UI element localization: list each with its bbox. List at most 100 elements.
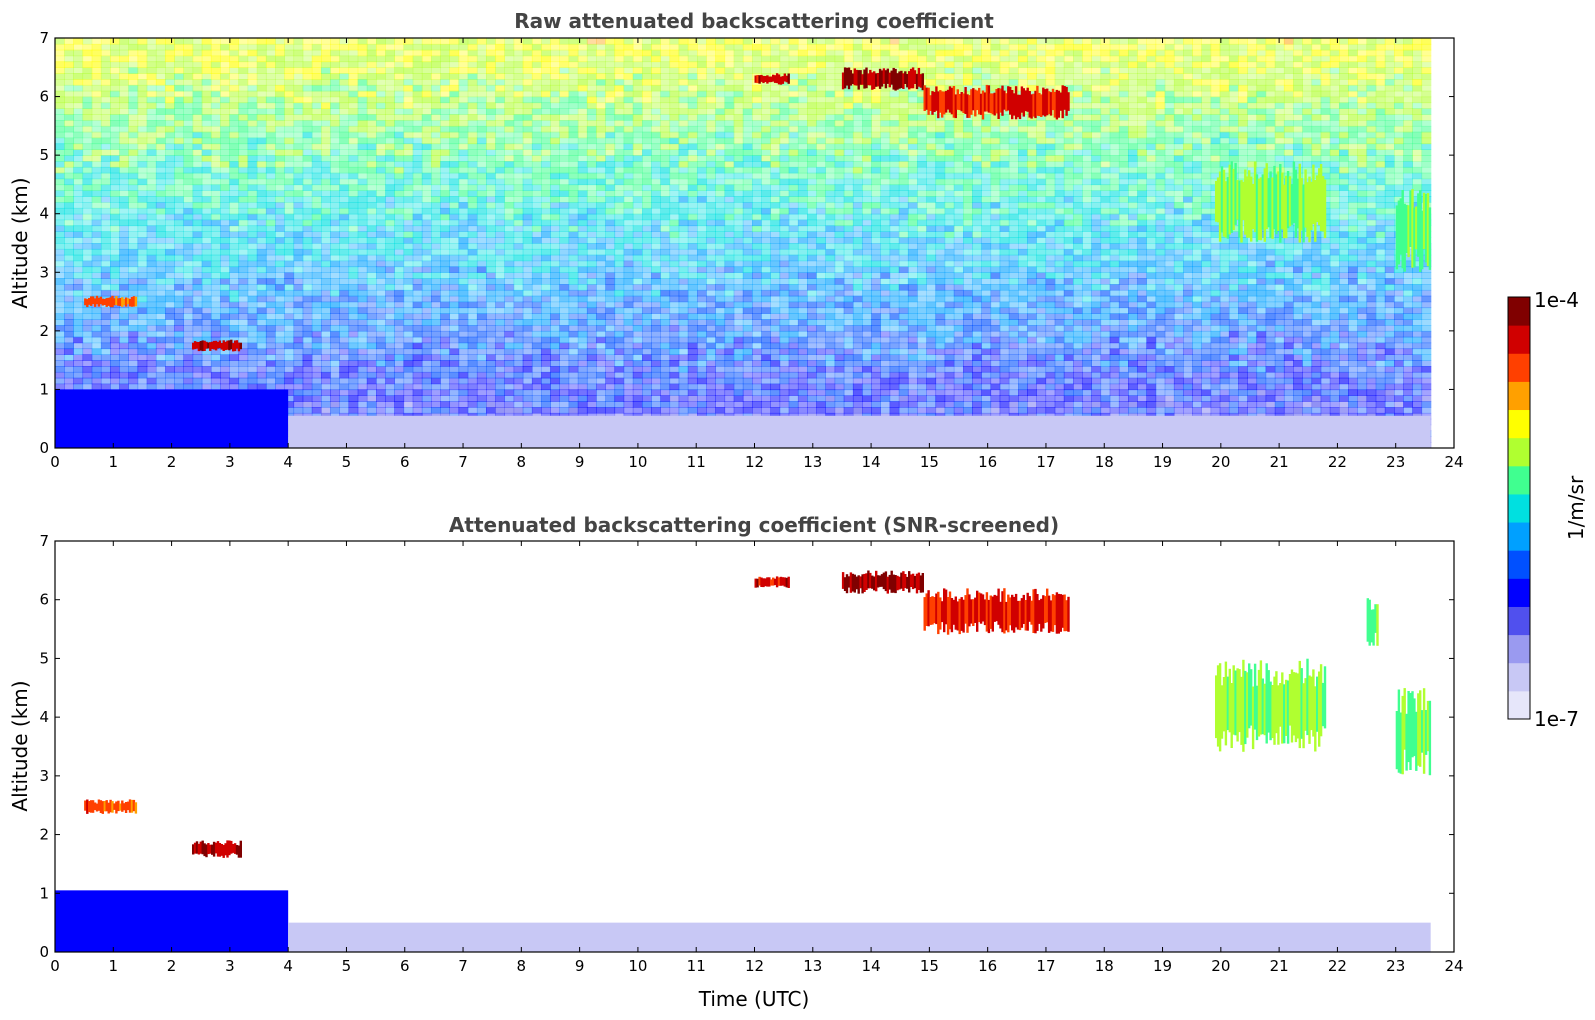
noise-cell <box>660 377 671 385</box>
noise-cell <box>220 295 230 303</box>
noise-cell <box>678 202 689 209</box>
noise-cell <box>541 43 551 51</box>
noise-cell <box>201 260 212 268</box>
noise-cell <box>201 79 212 86</box>
noise-cell <box>669 278 680 285</box>
noise-cell <box>265 172 276 180</box>
noise-cell <box>247 172 258 180</box>
noise-cell <box>73 237 84 244</box>
noise-cell <box>339 231 350 238</box>
noise-cell <box>467 225 478 232</box>
noise-cell <box>706 366 716 373</box>
noise-cell <box>339 348 350 355</box>
noise-cell <box>504 137 515 145</box>
noise-cell <box>522 213 533 221</box>
noise-cell <box>247 295 258 303</box>
noise-cell <box>458 219 469 227</box>
noise-cell <box>100 219 111 227</box>
noise-cell <box>586 213 597 221</box>
noise-cell <box>82 307 93 314</box>
noise-cell <box>486 401 496 408</box>
noise-cell <box>321 96 331 104</box>
noise-cell <box>357 325 368 332</box>
noise-cell <box>229 284 240 291</box>
noise-cell <box>275 342 285 350</box>
noise-cell <box>247 137 258 145</box>
noise-cell <box>55 207 65 215</box>
noise-cell <box>385 190 395 197</box>
noise-cell <box>100 254 111 262</box>
noise-cell <box>687 125 698 133</box>
noise-cell <box>119 371 129 379</box>
noise-cell <box>293 301 304 309</box>
noise-cell <box>440 38 450 45</box>
noise-cell <box>348 254 359 262</box>
noise-cell <box>458 143 469 150</box>
noise-cell <box>284 248 295 256</box>
noise-cell <box>265 336 276 344</box>
noise-cell <box>146 96 157 104</box>
noise-cell <box>632 79 643 86</box>
noise-cell <box>632 407 643 414</box>
noise-cell <box>165 61 175 68</box>
noise-cell <box>64 319 74 326</box>
noise-cell <box>697 79 707 86</box>
noise-cell <box>265 342 276 350</box>
noise-cell <box>137 207 148 215</box>
noise-cell <box>678 178 689 186</box>
noise-cell <box>513 38 524 45</box>
noise-cell <box>431 125 441 133</box>
noise-cell <box>238 143 249 150</box>
noise-cell <box>110 278 120 285</box>
noise-cell <box>586 143 597 150</box>
noise-cell <box>541 348 551 355</box>
noise-cell <box>183 67 194 74</box>
noise-cell <box>403 61 414 68</box>
noise-cell <box>504 161 515 168</box>
noise-cell <box>440 137 450 145</box>
noise-cell <box>495 38 505 45</box>
noise-cell <box>201 55 212 63</box>
noise-cell <box>82 131 93 139</box>
noise-cell <box>403 254 414 262</box>
noise-cell <box>82 295 93 303</box>
noise-cell <box>421 161 432 168</box>
noise-cell <box>522 219 533 227</box>
noise-cell <box>568 61 579 68</box>
noise-cell <box>623 225 634 232</box>
noise-cell <box>376 178 386 186</box>
noise-cell <box>697 330 707 338</box>
noise-cell <box>687 313 698 320</box>
noise-cell <box>687 307 698 314</box>
noise-cell <box>366 395 377 402</box>
noise-cell <box>678 43 689 51</box>
noise-cell <box>265 231 276 238</box>
noise-cell <box>284 401 295 408</box>
noise-cell <box>586 272 597 279</box>
noise-cell <box>155 272 166 279</box>
noise-cell <box>550 102 560 109</box>
noise-cell <box>293 49 304 57</box>
noise-cell <box>541 38 551 45</box>
noise-cell <box>586 120 597 127</box>
noise-cell <box>64 49 74 57</box>
noise-cell <box>632 325 643 332</box>
noise-cell <box>91 38 102 45</box>
noise-cell <box>210 366 221 373</box>
noise-cell <box>330 254 340 262</box>
noise-cell <box>486 319 496 326</box>
noise-cell <box>632 272 643 279</box>
noise-cell <box>165 319 175 326</box>
noise-cell <box>669 401 680 408</box>
noise-cell <box>137 266 148 273</box>
noise-cell <box>91 84 102 92</box>
noise-cell <box>605 371 616 379</box>
noise-cell <box>697 319 707 326</box>
noise-cell <box>687 266 698 273</box>
noise-cell <box>220 196 230 203</box>
noise-cell <box>357 313 368 320</box>
noise-cell <box>541 79 551 86</box>
noise-cell <box>376 336 386 344</box>
noise-cell <box>128 155 139 162</box>
noise-cell <box>586 166 597 174</box>
